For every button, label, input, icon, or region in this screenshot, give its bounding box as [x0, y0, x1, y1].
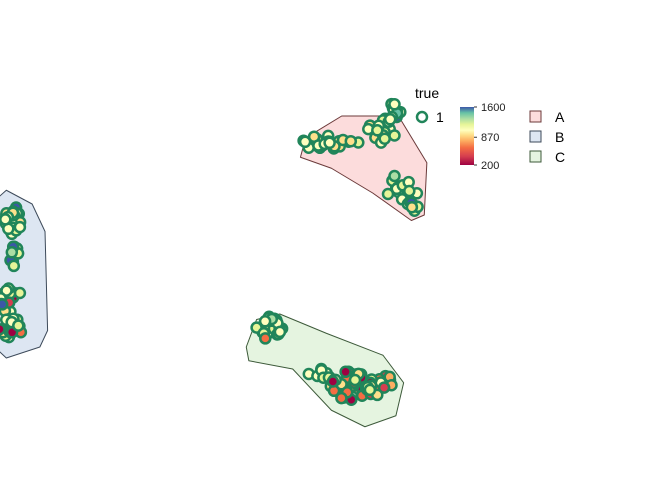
data-point	[7, 259, 21, 273]
data-point	[348, 373, 362, 387]
group-legend: ABC	[529, 109, 565, 165]
data-point	[381, 187, 395, 201]
legend-true-swatch	[415, 110, 429, 124]
colorbar-tick-label: 870	[481, 132, 499, 144]
data-point	[339, 365, 352, 379]
data-point	[388, 169, 401, 183]
legend-label-c: C	[555, 149, 565, 165]
legend-label-b: B	[555, 129, 564, 145]
data-point	[298, 135, 312, 149]
legend-swatch-b	[529, 130, 542, 143]
data-point	[5, 246, 19, 259]
data-point	[405, 200, 419, 214]
data-point	[388, 98, 401, 111]
data-point	[378, 132, 391, 145]
data-point	[13, 286, 27, 300]
legend-true-title: true	[415, 85, 439, 101]
data-point	[335, 391, 348, 405]
data-point	[344, 134, 358, 148]
data-point	[273, 325, 287, 339]
legend-swatch-c	[529, 150, 542, 163]
data-point	[258, 315, 272, 328]
data-point	[12, 319, 25, 332]
data-point	[371, 124, 384, 137]
colorbar	[460, 107, 474, 165]
data-point	[388, 129, 401, 142]
legend-swatch-a	[529, 110, 542, 123]
data-point	[13, 220, 27, 234]
data-point	[0, 213, 12, 226]
data-point	[383, 113, 397, 126]
data-point	[377, 381, 391, 394]
legend-label-a: A	[555, 109, 565, 125]
data-point	[0, 298, 9, 311]
colorbar-tick-label: 1600	[481, 102, 505, 114]
legend-true-label: 1	[436, 109, 444, 125]
data-point	[403, 184, 416, 198]
colorbar-tick-label: 200	[481, 160, 499, 172]
scatter-points	[0, 97, 424, 406]
data-point	[326, 375, 340, 388]
legend: true 1 1600 870 200 ABC	[415, 85, 565, 172]
data-point	[323, 136, 336, 150]
data-point	[363, 383, 377, 397]
colorbar-ticks: 1600 870 200	[474, 102, 505, 172]
data-point	[259, 332, 272, 345]
